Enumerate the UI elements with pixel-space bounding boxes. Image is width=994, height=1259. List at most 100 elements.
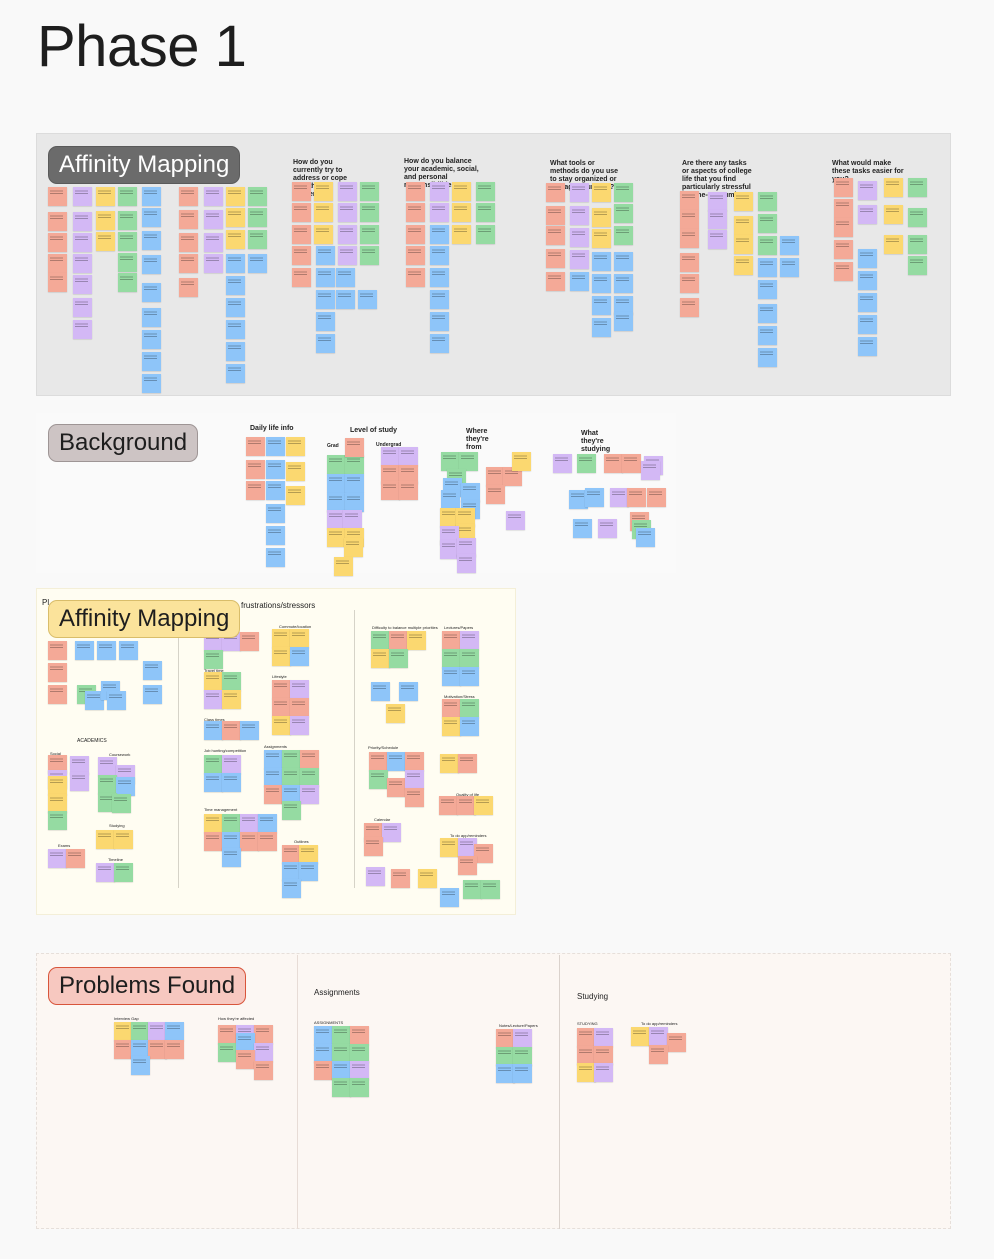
sticky-note[interactable] <box>258 814 277 833</box>
sticky-note[interactable] <box>758 348 777 367</box>
sticky-note[interactable] <box>327 528 346 547</box>
sticky-note[interactable] <box>908 178 927 197</box>
sticky-note[interactable] <box>272 698 291 717</box>
sticky-note[interactable] <box>204 187 223 206</box>
sticky-note[interactable] <box>858 337 877 356</box>
sticky-note[interactable] <box>204 755 223 774</box>
sticky-note[interactable] <box>614 274 633 293</box>
sticky-note[interactable] <box>439 796 458 815</box>
sticky-note[interactable] <box>327 493 346 512</box>
sticky-note[interactable] <box>758 280 777 299</box>
sticky-note[interactable] <box>734 216 753 235</box>
sticky-note[interactable] <box>458 754 477 773</box>
sticky-note[interactable] <box>222 721 241 740</box>
sticky-note[interactable] <box>73 233 92 252</box>
sticky-note[interactable] <box>457 538 476 557</box>
sticky-note[interactable] <box>908 235 927 254</box>
sticky-note[interactable] <box>222 690 241 709</box>
sticky-note[interactable] <box>314 1026 333 1045</box>
sticky-note[interactable] <box>405 752 424 771</box>
sticky-note[interactable] <box>442 717 461 736</box>
sticky-note[interactable] <box>858 293 877 312</box>
sticky-note[interactable] <box>299 845 318 864</box>
sticky-note[interactable] <box>142 352 161 371</box>
sticky-note[interactable] <box>460 699 479 718</box>
sticky-note[interactable] <box>364 837 383 856</box>
sticky-note[interactable] <box>299 862 318 881</box>
sticky-note[interactable] <box>179 278 198 297</box>
sticky-note[interactable] <box>204 254 223 273</box>
sticky-note[interactable] <box>680 298 699 317</box>
sticky-note[interactable] <box>240 721 259 740</box>
sticky-note[interactable] <box>430 182 449 201</box>
sticky-note[interactable] <box>604 454 623 473</box>
sticky-note[interactable] <box>369 770 388 789</box>
sticky-note[interactable] <box>594 1028 613 1047</box>
sticky-note[interactable] <box>570 183 589 202</box>
sticky-note[interactable] <box>70 756 89 775</box>
sticky-note[interactable] <box>338 203 357 222</box>
sticky-note[interactable] <box>440 540 459 559</box>
sticky-note[interactable] <box>734 256 753 275</box>
sticky-note[interactable] <box>406 246 425 265</box>
sticky-note[interactable] <box>680 229 699 248</box>
sticky-note[interactable] <box>641 461 660 480</box>
sticky-note[interactable] <box>73 298 92 317</box>
sticky-note[interactable] <box>204 690 223 709</box>
sticky-note[interactable] <box>282 768 301 787</box>
sticky-note[interactable] <box>96 211 115 230</box>
sticky-note[interactable] <box>272 716 291 735</box>
sticky-note[interactable] <box>513 1064 532 1083</box>
sticky-note[interactable] <box>300 750 319 769</box>
sticky-note[interactable] <box>48 233 67 252</box>
sticky-note[interactable] <box>272 629 291 648</box>
sticky-note[interactable] <box>107 691 126 710</box>
sticky-note[interactable] <box>389 631 408 650</box>
sticky-note[interactable] <box>114 1022 133 1041</box>
sticky-note[interactable] <box>708 230 727 249</box>
sticky-note[interactable] <box>292 246 311 265</box>
sticky-note[interactable] <box>204 650 223 669</box>
sticky-note[interactable] <box>627 488 646 507</box>
sticky-note[interactable] <box>459 452 478 471</box>
sticky-note[interactable] <box>246 460 265 479</box>
sticky-note[interactable] <box>96 830 115 849</box>
sticky-note[interactable] <box>610 488 629 507</box>
sticky-note[interactable] <box>292 225 311 244</box>
sticky-note[interactable] <box>286 486 305 505</box>
sticky-note[interactable] <box>592 208 611 227</box>
sticky-note[interactable] <box>884 178 903 197</box>
sticky-note[interactable] <box>118 211 137 230</box>
sticky-note[interactable] <box>418 869 437 888</box>
sticky-note[interactable] <box>908 208 927 227</box>
sticky-note[interactable] <box>458 838 477 857</box>
sticky-note[interactable] <box>327 474 346 493</box>
sticky-note[interactable] <box>441 490 460 509</box>
sticky-note[interactable] <box>512 452 531 471</box>
sticky-note[interactable] <box>70 772 89 791</box>
sticky-note[interactable] <box>179 210 198 229</box>
sticky-note[interactable] <box>614 252 633 271</box>
sticky-note[interactable] <box>85 691 104 710</box>
sticky-note[interactable] <box>114 1040 133 1059</box>
sticky-note[interactable] <box>236 1050 255 1069</box>
sticky-note[interactable] <box>116 777 135 796</box>
sticky-note[interactable] <box>272 680 291 699</box>
sticky-note[interactable] <box>226 254 245 273</box>
sticky-note[interactable] <box>636 528 655 547</box>
sticky-note[interactable] <box>503 467 522 486</box>
sticky-note[interactable] <box>266 548 285 567</box>
sticky-note[interactable] <box>338 246 357 265</box>
sticky-note[interactable] <box>226 364 245 383</box>
sticky-note[interactable] <box>204 672 223 691</box>
sticky-note[interactable] <box>119 641 138 660</box>
sticky-note[interactable] <box>345 474 364 493</box>
sticky-note[interactable] <box>222 755 241 774</box>
sticky-note[interactable] <box>387 778 406 797</box>
sticky-note[interactable] <box>780 258 799 277</box>
sticky-note[interactable] <box>399 481 418 500</box>
sticky-note[interactable] <box>381 481 400 500</box>
sticky-note[interactable] <box>179 254 198 273</box>
sticky-note[interactable] <box>371 631 390 650</box>
sticky-note[interactable] <box>48 811 67 830</box>
